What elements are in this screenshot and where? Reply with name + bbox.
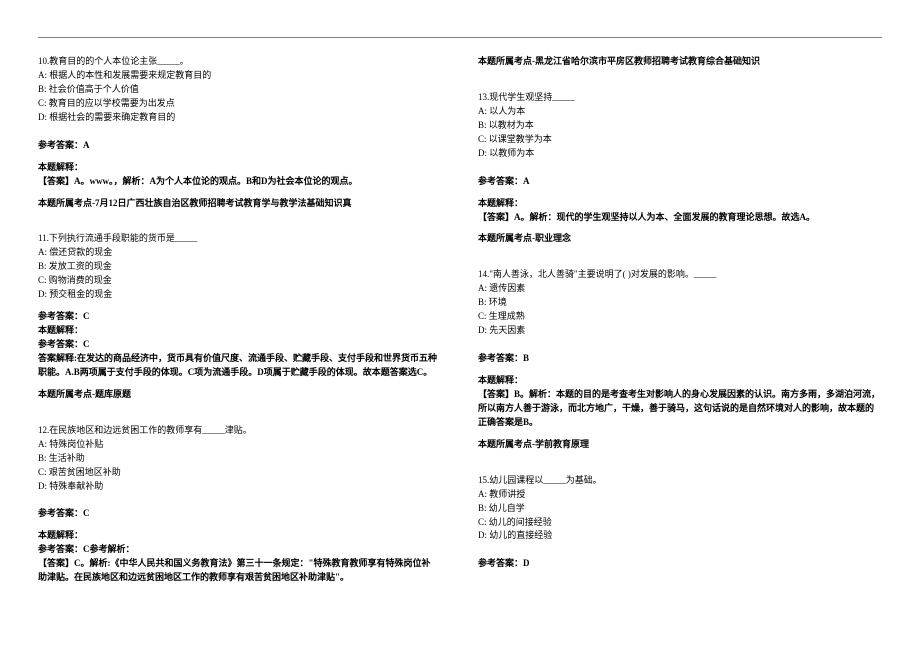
- q12-explain-label: 本题解释：: [38, 529, 438, 543]
- q11-option-c: C: 购物消费的现金: [38, 274, 438, 288]
- q10-explain-text: 【答案】A。www。，解析：A为个人本位论的观点。B和D为社会本位论的观点。: [38, 175, 438, 189]
- q12-answer: 参考答案：C: [38, 507, 438, 521]
- q12-stem: 12.在民族地区和边远贫困工作的教师享有_____津贴。: [38, 424, 438, 438]
- q12-option-d: D: 特殊奉献补助: [38, 480, 438, 494]
- q11-option-b: B: 发放工资的现金: [38, 260, 438, 274]
- q15-option-c: C: 幼儿的间接经验: [478, 516, 882, 530]
- q10-explain-label: 本题解释：: [38, 161, 438, 175]
- q11-answer: 参考答案：C: [38, 310, 438, 324]
- q13-option-a: A: 以人为本: [478, 105, 882, 119]
- q15-option-b: B: 幼儿自学: [478, 502, 882, 516]
- q15-answer: 参考答案：D: [478, 557, 882, 571]
- q11-explain-label: 本题解释：: [38, 324, 438, 338]
- q13-option-c: C: 以课堂教学为本: [478, 133, 882, 147]
- q10-option-b: B: 社会价值高于个人价值: [38, 83, 438, 97]
- q11-source: 本题所属考点-题库原题: [38, 388, 438, 402]
- right-column: 本题所属考点-黑龙江省哈尔滨市平房区教师招聘考试教育综合基础知识 13.现代学生…: [478, 55, 882, 571]
- left-column: 10.教育目的的个人本位论主张_____。 A: 根据人的本性和发展需要来规定教…: [38, 55, 438, 585]
- q14-source: 本题所属考点-学前教育原理: [478, 438, 882, 452]
- q14-stem: 14."南人善泳，北人善骑"主要说明了( )对发展的影响。_____: [478, 268, 882, 282]
- q15-option-a: A: 教师讲授: [478, 488, 882, 502]
- q15-option-d: D: 幼儿的直接经验: [478, 529, 882, 543]
- q13-source: 本题所属考点-职业理念: [478, 232, 882, 246]
- q13-explain-label: 本题解释：: [478, 197, 882, 211]
- q13-stem: 13.现代学生观坚持_____: [478, 91, 882, 105]
- q13-option-d: D: 以教师为本: [478, 147, 882, 161]
- q14-answer: 参考答案：B: [478, 352, 882, 366]
- q14-option-a: A: 遗传因素: [478, 282, 882, 296]
- q10-option-c: C: 教育目的应以学校需要为出发点: [38, 97, 438, 111]
- q14-explain-text: 【答案】B。解析：本题的目的是考查考生对影响人的身心发展因素的认识。南方多雨，多…: [478, 388, 882, 430]
- q12-option-c: C: 艰苦贫困地区补助: [38, 466, 438, 480]
- q11-option-d: D: 预交租金的现金: [38, 288, 438, 302]
- q12-explain-sub: 参考答案：C参考解析：: [38, 543, 438, 557]
- q11-option-a: A: 偿还贷款的现金: [38, 246, 438, 260]
- q11-explain-sub: 参考答案：C: [38, 338, 438, 352]
- q14-option-d: D: 先天因素: [478, 324, 882, 338]
- q13-explain-text: 【答案】A。解析：现代的学生观坚持以人为本、全面发展的教育理论思想。故选A。: [478, 211, 882, 225]
- q10-answer: 参考答案：A: [38, 139, 438, 153]
- q10-source: 本题所属考点-7月12日广西壮族自治区教师招聘考试教育学与教学法基础知识真: [38, 197, 438, 211]
- q13-answer: 参考答案：A: [478, 175, 882, 189]
- q14-option-b: B: 环境: [478, 296, 882, 310]
- horizontal-rule: [38, 37, 882, 38]
- q11-explain-text: 答案解释:在发达的商品经济中，货币具有价值尺度、流通手段、贮藏手段、支付手段和世…: [38, 352, 438, 380]
- q14-explain-label: 本题解释：: [478, 374, 882, 388]
- q11-stem: 11.下列执行流通手段职能的货币是_____: [38, 232, 438, 246]
- q12-option-a: A: 特殊岗位补贴: [38, 438, 438, 452]
- q10-option-d: D: 根据社会的需要来确定教育目的: [38, 111, 438, 125]
- q10-stem: 10.教育目的的个人本位论主张_____。: [38, 55, 438, 69]
- top-source: 本题所属考点-黑龙江省哈尔滨市平房区教师招聘考试教育综合基础知识: [478, 55, 882, 69]
- q14-option-c: C: 生理成熟: [478, 310, 882, 324]
- q12-option-b: B: 生活补助: [38, 452, 438, 466]
- q10-option-a: A: 根据人的本性和发展需要来规定教育目的: [38, 69, 438, 83]
- q13-option-b: B: 以教材为本: [478, 119, 882, 133]
- q15-stem: 15.幼儿园课程以_____为基础。: [478, 474, 882, 488]
- q12-explain-text: 【答案】C。解析:《中华人民共和国义务教育法》第三十一条规定："特殊教育教师享有…: [38, 557, 438, 585]
